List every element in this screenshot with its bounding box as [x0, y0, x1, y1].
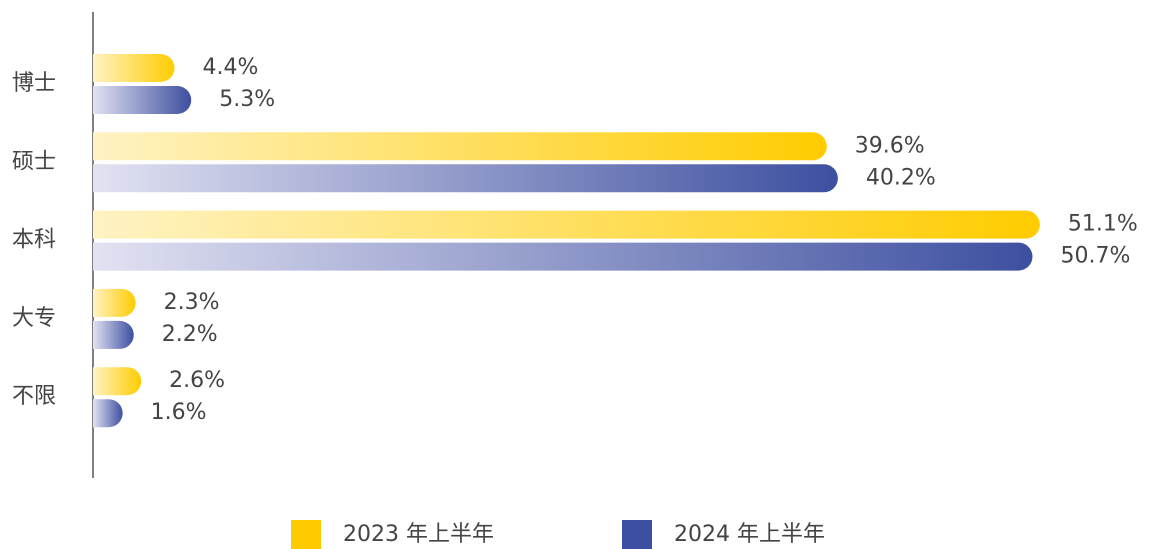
value-label: 4.4% [203, 55, 259, 80]
value-label: 2.2% [162, 322, 218, 347]
bar [93, 288, 136, 317]
bar [93, 242, 1033, 271]
legend-label: 2024 年上半年 [674, 522, 825, 547]
legend-label: 2023 年上半年 [343, 522, 494, 547]
bar [93, 164, 838, 193]
value-label: 51.1% [1068, 212, 1138, 237]
bar [93, 210, 1040, 239]
bar [93, 132, 827, 161]
bar [93, 399, 123, 428]
category-label: 大专 [12, 306, 56, 331]
value-label: 1.6% [151, 400, 207, 425]
value-label: 5.3% [219, 87, 275, 112]
category-label: 硕士 [12, 149, 56, 174]
legend-swatch [291, 520, 321, 549]
category-label: 博士 [12, 71, 56, 96]
category-label: 本科 [12, 228, 56, 253]
value-label: 40.2% [866, 165, 936, 190]
value-label: 2.3% [164, 290, 220, 315]
value-label: 2.6% [169, 368, 225, 393]
value-label: 50.7% [1060, 244, 1130, 269]
legend-swatch [622, 520, 652, 549]
bar [93, 320, 134, 349]
bar [93, 86, 192, 115]
category-label: 不限 [12, 384, 56, 409]
bar [93, 367, 142, 396]
bar [93, 54, 175, 82]
value-label: 39.6% [855, 133, 925, 158]
